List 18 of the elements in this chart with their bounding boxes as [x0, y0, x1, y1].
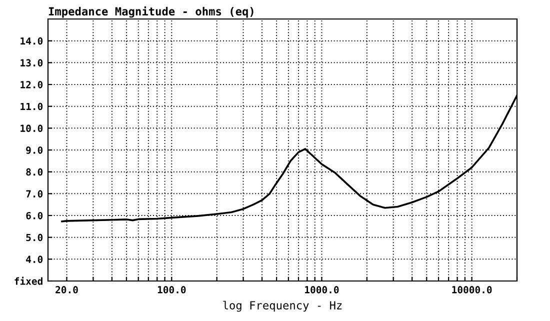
y-tick-label: 11.0 [20, 102, 43, 110]
y-tick-label: 12.0 [20, 80, 43, 88]
x-tick-label: 100.0 [158, 286, 186, 294]
y-tick-label: 13.0 [20, 59, 43, 66]
y-tick-label: 8.0 [26, 168, 43, 176]
y-tick-label: 9.0 [26, 146, 43, 154]
x-tick-label: 1000.0 [305, 286, 339, 294]
y-tick-label: 4.0 [26, 256, 43, 263]
y-tick-label: 5.0 [26, 234, 43, 242]
x-tick-label: 20.0 [56, 286, 78, 294]
y-tick-label: 7.0 [26, 190, 43, 198]
x-tick-label: 10000.0 [452, 286, 492, 294]
x-axis-title: log Frequency - Hz [223, 300, 342, 312]
y-tick-label: 6.0 [26, 212, 43, 220]
chart-title: Impedance Magnitude - ohms (eq) [48, 6, 254, 18]
y-tick-label: 14.0 [20, 37, 43, 45]
y-tick-label: 10.0 [20, 124, 43, 132]
y-tick-label: fixed [14, 276, 42, 285]
